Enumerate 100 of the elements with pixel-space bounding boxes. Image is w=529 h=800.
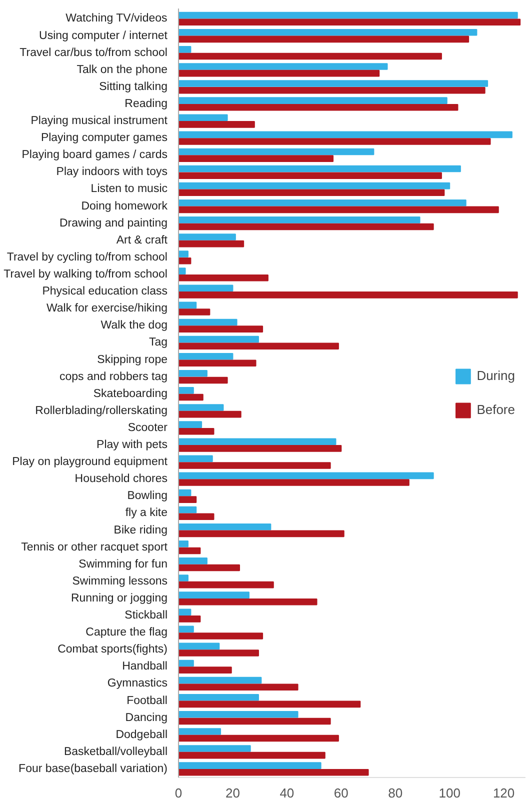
bar	[178, 694, 259, 701]
bar	[178, 428, 214, 435]
bar	[178, 608, 192, 616]
bar	[178, 199, 466, 206]
y-tick-label: Playing musical instrument	[30, 115, 168, 128]
y-tick-label: Drawing and painting	[59, 217, 168, 230]
bar	[178, 46, 192, 53]
x-tick-label: 60	[334, 786, 348, 800]
bar	[178, 302, 197, 309]
y-tick-label: Doing homework	[81, 200, 168, 212]
y-tick-label: Walk for exercise/hiking	[46, 302, 168, 315]
bar	[178, 155, 334, 162]
y-tick-label: Gymnastics	[107, 678, 168, 690]
bar	[178, 308, 210, 316]
bar	[178, 752, 326, 759]
x-tick-label: 100	[438, 786, 460, 800]
bar	[178, 445, 342, 452]
bar	[178, 455, 213, 462]
y-tick-label: Scooter	[128, 422, 168, 434]
bar	[178, 684, 298, 691]
y-tick-label: Play indoors with toys	[56, 166, 168, 178]
x-tick-label: 0	[174, 786, 182, 800]
y-tick-label: Physical education class	[42, 286, 168, 298]
bar	[178, 768, 369, 776]
bar	[178, 250, 188, 258]
y-tick-label: Basketball/volleyball	[64, 746, 168, 758]
bar	[178, 660, 194, 667]
bar	[178, 728, 222, 735]
x-tick-label: 40	[280, 786, 294, 800]
bar	[178, 530, 344, 538]
y-tick-label: Playing board games / cards	[22, 149, 168, 162]
bar	[178, 642, 220, 650]
y-tick-label: Talk on the phone	[76, 64, 168, 76]
bar	[178, 394, 204, 401]
bar	[178, 274, 268, 282]
x-tick-label: 120	[492, 786, 515, 800]
bar	[178, 114, 228, 122]
legend-label: During	[476, 368, 515, 383]
bar	[178, 326, 264, 332]
y-tick-label: Skipping rope	[97, 354, 168, 366]
bar	[178, 513, 214, 520]
bar	[178, 650, 259, 656]
bar	[178, 626, 194, 633]
bar	[178, 718, 331, 725]
bar	[178, 592, 250, 598]
bar	[178, 52, 442, 60]
bar	[178, 189, 445, 196]
y-tick-label: Bowling	[127, 490, 168, 502]
bar	[178, 387, 194, 394]
bar	[178, 472, 434, 480]
y-tick-label: Travel car/bus to/from school	[20, 46, 168, 59]
bar	[178, 438, 336, 445]
bar	[178, 421, 202, 428]
y-tick-label: Using computer / internet	[39, 30, 168, 42]
bar	[178, 574, 188, 582]
bar	[178, 564, 240, 572]
bar	[178, 12, 518, 19]
bar	[178, 165, 461, 172]
y-tick-label: Skateboarding	[93, 388, 168, 400]
bar	[178, 182, 450, 190]
y-tick-label: Watching TV/videos	[66, 12, 168, 25]
bar	[178, 745, 251, 752]
bar	[178, 28, 478, 36]
bar	[178, 318, 238, 326]
y-tick-label: Tag	[148, 336, 168, 349]
y-tick-label: fly a kite	[125, 507, 168, 520]
bar	[178, 36, 470, 43]
y-tick-label: Football	[126, 694, 168, 707]
bar	[178, 496, 197, 503]
bar	[178, 632, 264, 640]
y-tick-label: Handball	[122, 660, 168, 673]
y-tick-label: Dancing	[125, 712, 168, 724]
bar	[178, 148, 374, 156]
y-tick-label: Reading	[124, 98, 168, 110]
y-tick-label: Walk the dog	[100, 320, 168, 332]
y-tick-label: Dodgeball	[116, 728, 168, 741]
y-tick-label: Swimming for fun	[78, 558, 168, 570]
y-tick-label: Running or jogging	[70, 592, 168, 604]
bar	[178, 616, 201, 622]
y-tick-label: Combat sports(fights)	[58, 644, 168, 656]
bar	[178, 138, 491, 145]
bar	[178, 284, 234, 292]
bar	[178, 489, 192, 496]
y-tick-label: Sitting talking	[99, 80, 168, 93]
bar	[178, 240, 244, 248]
bar	[178, 540, 188, 548]
bar	[178, 506, 197, 514]
bar	[178, 370, 208, 377]
bar	[178, 97, 448, 104]
y-tick-label: Four base(baseball variation)	[18, 762, 168, 775]
bar	[178, 86, 486, 94]
bar	[178, 666, 232, 674]
bar	[178, 121, 255, 128]
bar	[178, 257, 192, 264]
bar	[178, 104, 458, 111]
bar	[178, 234, 236, 240]
x-tick-label: 80	[388, 786, 403, 800]
y-tick-label: Household chores	[74, 473, 168, 486]
bar	[178, 523, 272, 530]
bar	[178, 336, 259, 343]
